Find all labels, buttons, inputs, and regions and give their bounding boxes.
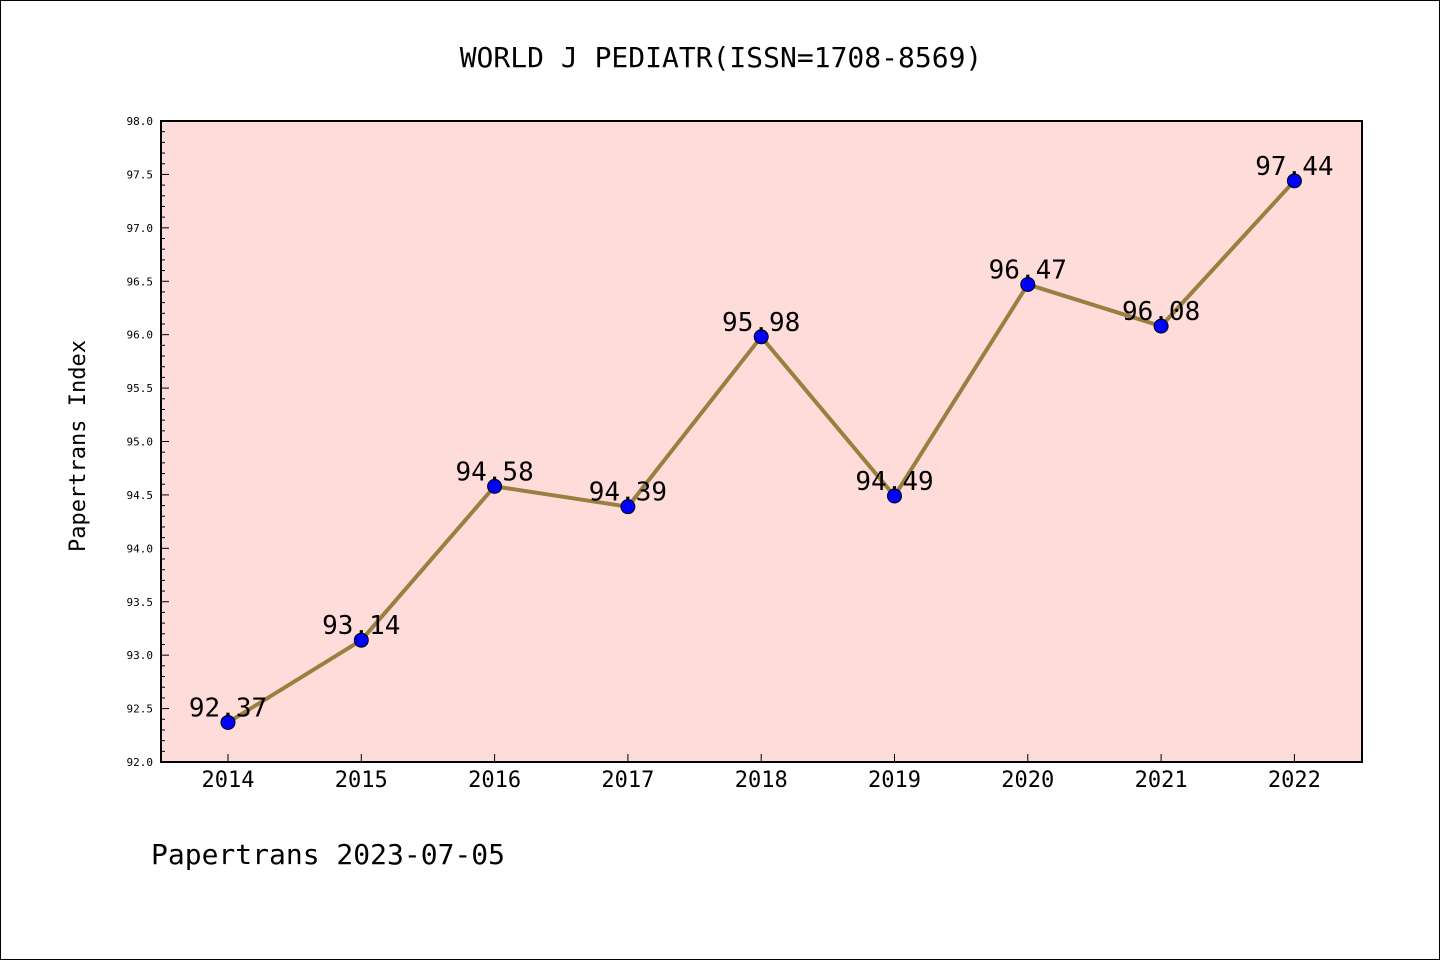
y-axis-label: Papertrans Index (66, 340, 91, 552)
y-tick-label: 96.0 (127, 329, 154, 342)
data-point-marker (620, 499, 636, 515)
data-label: 96.08 (1122, 297, 1200, 327)
y-tick-label: 97.5 (127, 168, 154, 181)
x-tick-label: 2021 (1135, 768, 1188, 793)
series-line-group: 92.37 93.14 94.58 94.39 95.98 94.49 96.47 96.08… (189, 152, 1334, 730)
data-label: 95.98 (722, 308, 800, 338)
data-point-marker (220, 714, 236, 730)
data-label: 93.14 (322, 611, 400, 641)
x-tick-label: 2022 (1268, 768, 1321, 793)
y-tick-label: 97.0 (127, 222, 154, 235)
chart-title: WORLD J PEDIATR(ISSN=1708-8569) (460, 41, 983, 74)
y-tick-label: 92.5 (127, 703, 154, 716)
data-point-marker (487, 478, 503, 494)
data-label: 94.39 (589, 478, 667, 508)
plot-area (160, 120, 1363, 763)
data-label: 92.37 (189, 693, 267, 723)
x-tick-label: 2016 (468, 768, 521, 793)
y-tick-label: 94.5 (127, 489, 154, 502)
data-point-marker (353, 632, 369, 648)
y-axis: 92.0 92.5 93.0 93.5 94.0 94.5 95.0 95.5 96.0 96.5… (127, 115, 169, 769)
data-point-marker (1286, 173, 1302, 189)
data-point-marker (1020, 276, 1036, 292)
data-point-marker (1153, 318, 1169, 334)
y-tick-label: 92.0 (127, 756, 154, 769)
footer-text: Papertrans 2023-07-05 (151, 838, 505, 871)
data-point-marker (753, 329, 769, 345)
y-tick-label: 98.0 (127, 115, 154, 128)
x-tick-label: 2015 (335, 768, 388, 793)
x-tick-label: 2014 (202, 768, 255, 793)
x-tick-label: 2019 (868, 768, 921, 793)
data-label: 96.47 (989, 255, 1067, 285)
x-tick-label: 2018 (735, 768, 788, 793)
y-tick-label: 94.0 (127, 542, 154, 555)
data-label: 94.49 (855, 467, 933, 497)
y-tick-label: 95.0 (127, 436, 154, 449)
data-label: 97.44 (1255, 152, 1333, 182)
x-tick-label: 2020 (1001, 768, 1054, 793)
y-tick-label: 96.5 (127, 275, 154, 288)
data-point-marker (887, 488, 902, 504)
y-tick-label: 93.5 (127, 596, 154, 609)
x-tick-label: 2017 (601, 768, 654, 793)
x-axis: 2014 2015 2016 2017 2018 2019 2020 2021 2022 (202, 754, 1321, 793)
y-tick-label: 93.0 (127, 649, 154, 662)
data-label: 94.58 (455, 457, 533, 487)
y-tick-label: 95.5 (127, 382, 154, 395)
